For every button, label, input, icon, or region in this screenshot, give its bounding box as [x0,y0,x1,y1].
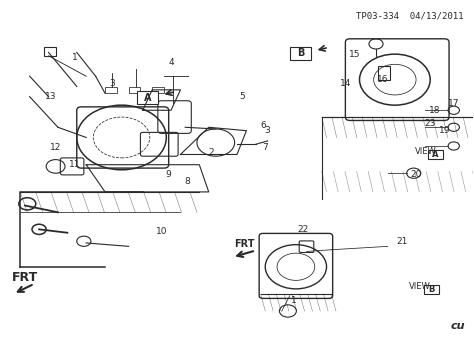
Text: A: A [144,93,151,103]
Text: 13: 13 [45,92,56,101]
FancyBboxPatch shape [137,91,158,104]
Text: 10: 10 [156,226,167,236]
Text: B: B [297,48,304,58]
Text: 14: 14 [340,79,351,87]
Text: 7: 7 [263,143,268,152]
Text: 9: 9 [166,170,172,179]
Text: 1: 1 [72,53,77,62]
Text: 11: 11 [69,160,80,169]
FancyBboxPatch shape [290,47,311,60]
Text: 8: 8 [185,177,191,186]
Text: 20: 20 [410,170,422,179]
Text: B: B [428,285,434,294]
Text: VIEW: VIEW [409,282,431,291]
Text: cu: cu [451,321,465,331]
Text: TP03-334  04/13/2011: TP03-334 04/13/2011 [356,12,463,21]
Text: 6: 6 [260,121,266,130]
Bar [44,47,55,56]
Text: 18: 18 [429,106,441,115]
Text: 2: 2 [208,148,214,157]
Text: 22: 22 [297,225,309,234]
Text: 12: 12 [50,143,61,152]
Text: 21: 21 [396,237,408,246]
Text: 4: 4 [168,58,174,67]
Text: 1: 1 [291,296,296,305]
Text: FRT: FRT [12,271,38,284]
Bar [128,87,140,93]
Bar [105,87,117,93]
Bar [378,66,390,80]
Text: 15: 15 [349,50,361,59]
Bar [152,87,164,93]
Text: VIEW: VIEW [415,147,437,156]
Text: 16: 16 [377,75,389,84]
Text: 19: 19 [438,126,450,135]
Text: 5: 5 [239,92,245,101]
Text: 17: 17 [448,99,459,108]
Text: A: A [432,150,438,159]
Text: FRT: FRT [234,239,255,249]
Text: 3: 3 [109,79,115,87]
Text: 23: 23 [425,119,436,128]
Text: 3: 3 [265,126,271,135]
